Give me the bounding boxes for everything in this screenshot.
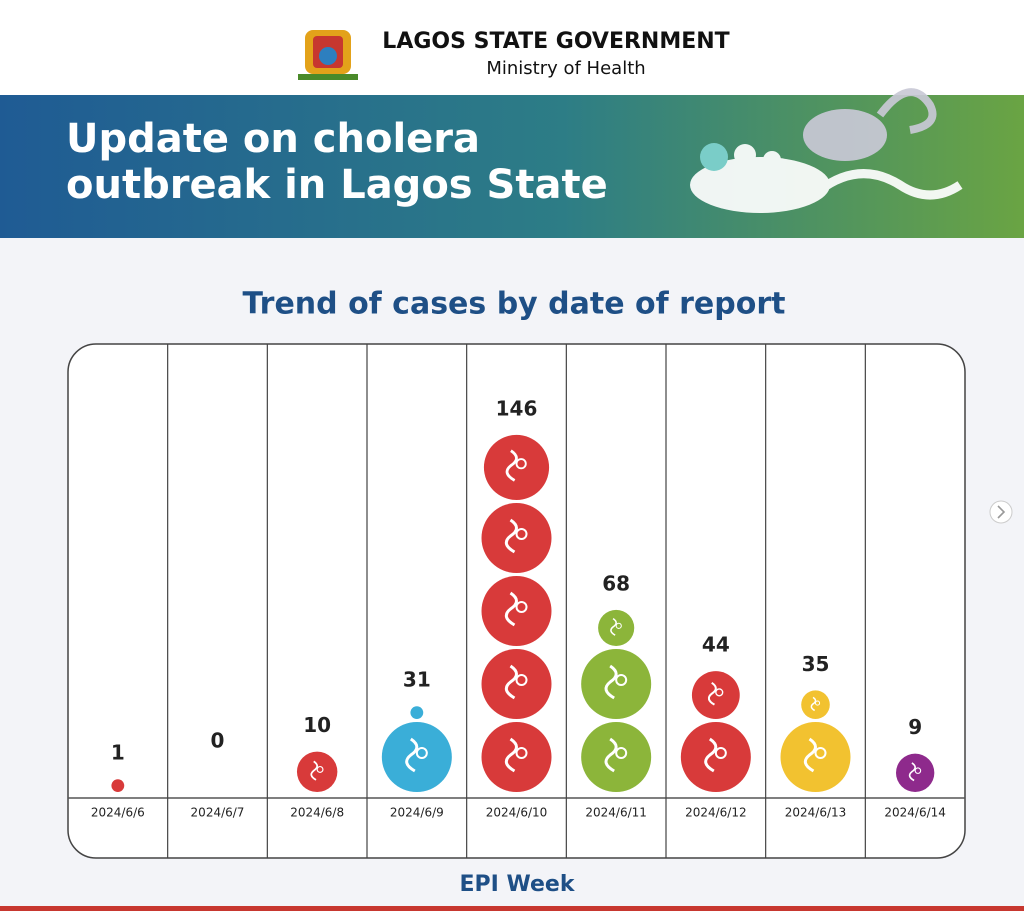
bacteria-icon — [803, 737, 817, 773]
case-circle — [111, 779, 125, 793]
chart-title: Trend of cases by date of report — [242, 287, 785, 322]
bacteria-icon — [715, 688, 724, 697]
footer-stripe — [0, 906, 1024, 911]
bacteria-icon — [504, 664, 518, 700]
case-circle — [481, 503, 552, 573]
bacteria-icon — [505, 449, 518, 482]
bacteria-icon — [615, 674, 628, 686]
x-tick-label: 2024/6/9 — [390, 806, 444, 820]
bacteria-icon — [515, 747, 528, 759]
org-name: LAGOS STATE GOVERNMENT — [382, 29, 729, 54]
bacteria-icon — [504, 591, 518, 627]
bacteria-icon — [415, 747, 428, 759]
value-label: 68 — [602, 571, 630, 595]
bacteria-icon — [704, 737, 718, 773]
logo — [298, 30, 358, 80]
x-tick-label: 2024/6/10 — [486, 806, 548, 820]
value-label: 31 — [403, 668, 431, 692]
x-tick-label: 2024/6/13 — [785, 806, 847, 820]
bacteria-icon — [316, 766, 324, 773]
bacteria-icon — [707, 681, 717, 706]
bacteria-icon — [610, 617, 617, 636]
case-circle — [691, 671, 740, 719]
bacteria-icon — [604, 664, 618, 700]
bacteria-icon — [908, 762, 916, 782]
next-button[interactable] — [989, 500, 1013, 524]
case-circle — [895, 753, 935, 792]
case-circle — [481, 649, 552, 719]
bacteria-icon — [515, 601, 528, 613]
bacteria-illustration — [690, 88, 963, 213]
x-axis-label: EPI Week — [460, 872, 576, 897]
case-circle — [780, 722, 851, 792]
x-tick-label: 2024/6/11 — [585, 806, 647, 820]
case-circle — [381, 722, 452, 792]
x-tick-label: 2024/6/12 — [685, 806, 747, 820]
bacteria-icon — [815, 700, 821, 706]
banner-title: outbreak in Lagos State — [66, 162, 608, 208]
value-label: 1 — [111, 741, 125, 765]
case-circle — [481, 576, 552, 646]
header-bg — [0, 0, 1024, 95]
case-circle — [801, 690, 830, 719]
case-circle — [296, 751, 338, 792]
ministry-name: Ministry of Health — [486, 58, 645, 79]
x-tick-label: 2024/6/6 — [91, 806, 145, 820]
case-circle — [581, 722, 652, 792]
bacteria-icon — [504, 518, 518, 554]
case-circle — [581, 649, 652, 719]
value-label: 44 — [702, 633, 730, 657]
bacteria-icon — [604, 737, 618, 773]
x-tick-label: 2024/6/7 — [191, 806, 245, 820]
x-tick-label: 2024/6/14 — [884, 806, 946, 820]
bacteria-icon — [914, 767, 922, 774]
bacteria-icon — [814, 747, 827, 759]
x-tick-label: 2024/6/8 — [290, 806, 344, 820]
value-label: 146 — [496, 396, 538, 420]
bacteria-icon — [405, 737, 419, 773]
case-circle — [410, 706, 424, 720]
bacteria-icon — [615, 622, 622, 629]
bacteria-icon — [310, 760, 319, 781]
bacteria-icon — [615, 747, 628, 759]
bacteria-icon — [515, 528, 528, 540]
case-circle — [483, 434, 550, 500]
bacteria-icon — [515, 674, 528, 686]
bacteria-icon — [810, 696, 817, 712]
case-circle — [481, 722, 552, 792]
bacteria-icon — [515, 458, 527, 470]
value-label: 35 — [802, 652, 830, 676]
value-label: 9 — [908, 715, 922, 739]
case-circle — [598, 609, 635, 646]
bacteria-icon — [504, 737, 518, 773]
banner-title: Update on cholera — [66, 116, 480, 162]
case-circle — [680, 722, 751, 792]
value-label: 10 — [303, 713, 331, 737]
bacteria-icon — [714, 747, 727, 759]
value-label: 0 — [211, 729, 225, 753]
